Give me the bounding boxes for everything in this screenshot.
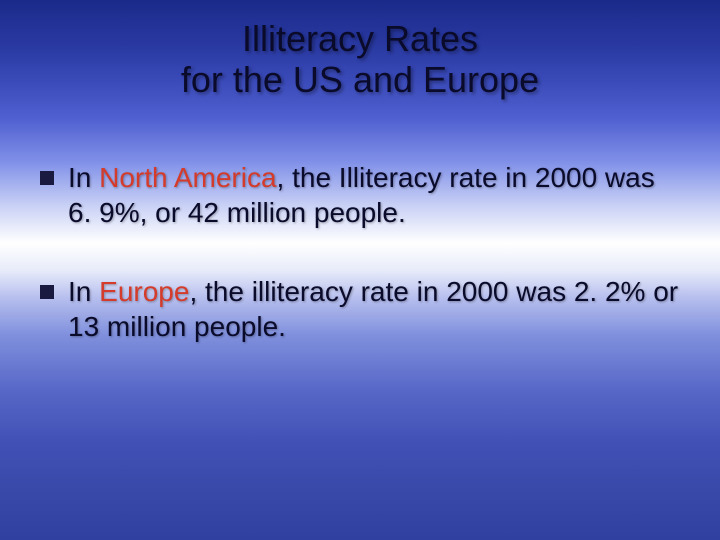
bullet-pre: In bbox=[68, 276, 99, 307]
bullet-item: In Europe, the illiteracy rate in 2000 w… bbox=[40, 274, 680, 344]
bullet-text: In North America, the Illiteracy rate in… bbox=[68, 160, 680, 230]
title-line-2: for the US and Europe bbox=[181, 59, 539, 100]
bullet-highlight: North America bbox=[99, 162, 276, 193]
bullet-pre: In bbox=[68, 162, 99, 193]
bullet-item: In North America, the Illiteracy rate in… bbox=[40, 160, 680, 230]
bullet-highlight: Europe bbox=[99, 276, 189, 307]
slide-body: In North America, the Illiteracy rate in… bbox=[40, 160, 680, 388]
slide-title: Illiteracy Rates for the US and Europe bbox=[0, 18, 720, 101]
bullet-text: In Europe, the illiteracy rate in 2000 w… bbox=[68, 274, 680, 344]
slide: Illiteracy Rates for the US and Europe I… bbox=[0, 0, 720, 540]
square-bullet-icon bbox=[40, 171, 54, 185]
square-bullet-icon bbox=[40, 285, 54, 299]
title-line-1: Illiteracy Rates bbox=[242, 18, 478, 59]
